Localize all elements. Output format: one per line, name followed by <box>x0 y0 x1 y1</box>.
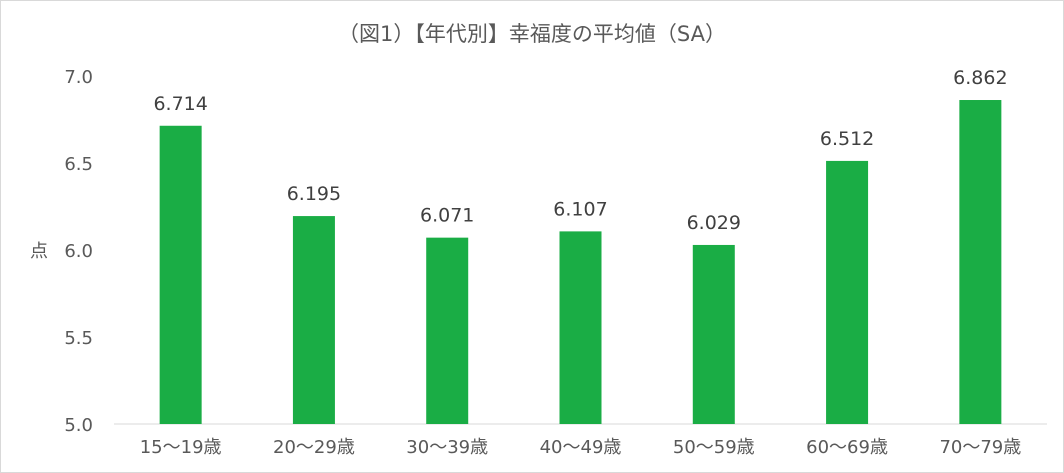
data-label: 6.107 <box>553 198 607 220</box>
x-tick-label: 30～39歳 <box>406 437 488 458</box>
y-tick-label: 6.0 <box>64 241 93 262</box>
y-tick-label: 5.5 <box>64 328 93 349</box>
x-tick-label: 60～69歳 <box>806 437 888 458</box>
y-tick-label: 7.0 <box>64 67 93 88</box>
data-label: 6.862 <box>953 67 1007 89</box>
bar-5 <box>692 244 735 424</box>
x-tick-label: 50～59歳 <box>673 437 755 458</box>
x-axis-ticks: 15～19歳 20～29歳 30～39歳 40～49歳 50～59歳 60～69歳 70～7… <box>140 437 1022 458</box>
y-axis-label: 点 <box>30 241 48 262</box>
data-label: 6.195 <box>287 183 341 205</box>
data-label: 6.029 <box>687 212 741 234</box>
bar-7 <box>959 100 1002 425</box>
data-label: 6.714 <box>153 93 207 115</box>
data-label: 6.071 <box>420 205 474 227</box>
chart-title: （図1）【年代別】幸福度の平均値（SA） <box>338 22 726 46</box>
y-tick-label: 5.0 <box>64 415 93 436</box>
bar-3 <box>426 237 469 424</box>
data-labels: 6.714 6.195 6.071 6.107 6.029 6.512 6.862 <box>153 67 1007 234</box>
bar-2 <box>292 216 335 424</box>
x-tick-label: 15～19歳 <box>140 437 222 458</box>
data-label: 6.512 <box>820 128 874 150</box>
bar-4 <box>559 231 602 424</box>
x-tick-label: 70～79歳 <box>939 437 1021 458</box>
bars <box>159 100 1002 425</box>
y-axis-ticks: 5.0 5.5 6.0 6.5 7.0 <box>64 67 93 436</box>
x-tick-label: 40～49歳 <box>540 437 622 458</box>
bar-1 <box>159 125 202 424</box>
y-tick-label: 6.5 <box>64 154 93 175</box>
bar-6 <box>826 160 869 425</box>
x-tick-label: 20～29歳 <box>273 437 355 458</box>
